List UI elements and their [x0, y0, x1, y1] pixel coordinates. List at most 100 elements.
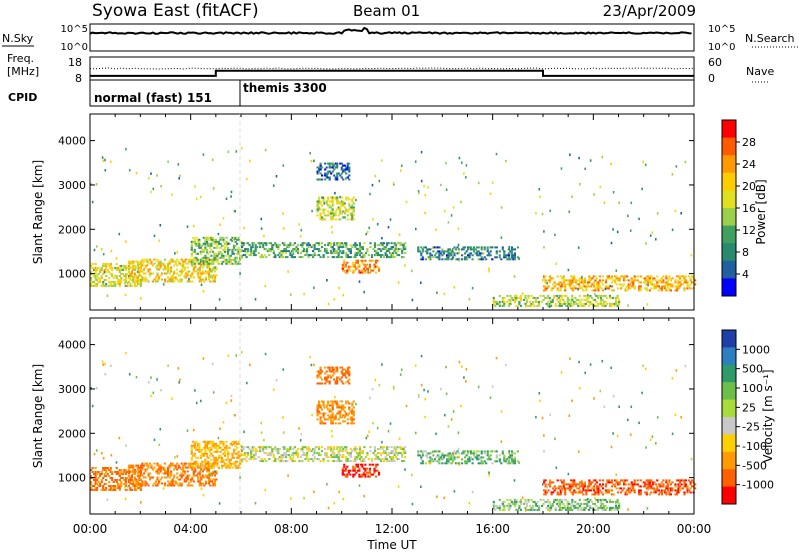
velocity-cell: [139, 485, 142, 487]
power-cell: [262, 244, 265, 247]
velocity-cell: [94, 487, 97, 489]
velocity-cell: [322, 422, 325, 425]
power-cell: [375, 254, 378, 257]
power-cell: [691, 281, 694, 284]
power-cell: [190, 262, 193, 265]
power-cell: [565, 283, 568, 286]
velocity-cell: [503, 456, 506, 459]
power-cell: [564, 289, 567, 292]
velocity-cell: [208, 450, 211, 453]
power-cell: [668, 275, 671, 278]
velocity-cell: [211, 442, 214, 445]
power-cell: [387, 256, 390, 259]
power-cell: [563, 300, 566, 303]
power-cell: [174, 262, 177, 265]
velocity-cell: [633, 489, 636, 492]
velocity-cell: [201, 448, 204, 451]
power-cell: [226, 250, 230, 253]
velocity-cell: [480, 462, 483, 465]
velocity-cell: [209, 478, 212, 481]
power-cell: [280, 252, 283, 255]
power-cell: [274, 244, 277, 247]
velocity-cell: [358, 475, 361, 478]
power-cell: [607, 285, 611, 288]
power-cell: [259, 256, 262, 259]
power-cell: [232, 252, 236, 255]
velocity-cell: [272, 456, 275, 459]
power-cell: [589, 285, 592, 288]
velocity-cell: [433, 450, 436, 453]
velocity-cell: [327, 414, 330, 417]
velocity-cell: [610, 493, 614, 496]
velocity-cell: [386, 454, 389, 457]
power-cell: [333, 212, 336, 215]
velocity-cell: [375, 454, 378, 457]
power-cell: [601, 155, 604, 159]
power-cell: [328, 164, 331, 167]
power-cell: [180, 278, 183, 281]
power-cell: [111, 281, 114, 283]
velocity-cell: [675, 369, 678, 372]
power-cell: [595, 285, 598, 288]
velocity-cell: [124, 497, 127, 501]
power-cell: [316, 166, 319, 169]
power-cell: [334, 166, 337, 169]
velocity-cell: [604, 508, 607, 511]
velocity-cell: [624, 493, 627, 496]
power-cell: [556, 287, 559, 290]
velocity-cell: [237, 456, 240, 459]
power-cell: [109, 281, 112, 283]
power-cell: [336, 162, 339, 165]
power-cell: [345, 242, 348, 245]
power-cell: [361, 261, 364, 264]
velocity-cell: [286, 460, 289, 463]
velocity-cell: [586, 502, 589, 505]
power-cell: [309, 151, 311, 155]
velocity-cell: [589, 506, 592, 509]
velocity-cell: [495, 456, 498, 459]
power-cell: [94, 267, 97, 269]
velocity-cell: [351, 408, 354, 411]
velocity-cell: [373, 467, 376, 470]
velocity-cell: [559, 489, 562, 492]
power-cell: [152, 187, 155, 191]
velocity-cell: [665, 487, 668, 490]
power-cell: [649, 234, 652, 237]
power-cell: [638, 285, 641, 288]
velocity-cell: [277, 452, 280, 455]
power-cell: [371, 259, 375, 262]
power-cell: [389, 218, 392, 221]
power-cell: [345, 166, 348, 169]
velocity-cell: [191, 484, 194, 487]
velocity-cell: [345, 381, 347, 384]
velocity-cell: [610, 506, 613, 509]
power-cell: [604, 285, 608, 288]
velocity-cell: [381, 446, 384, 449]
velocity-cell: [610, 489, 614, 492]
power-cell: [547, 294, 550, 297]
velocity-cell: [345, 458, 348, 461]
power-cell: [686, 285, 689, 288]
power-cell: [214, 254, 217, 257]
power-cell: [515, 304, 518, 307]
velocity-cell: [656, 485, 659, 488]
velocity-cell: [574, 500, 577, 503]
power-cell: [186, 270, 189, 273]
power-cell: [601, 294, 604, 297]
velocity-cell: [201, 470, 204, 473]
velocity-cell: [147, 466, 150, 469]
power-cell: [321, 174, 324, 177]
velocity-cell: [440, 387, 442, 391]
power-cell: [99, 271, 102, 273]
velocity-cell: [361, 450, 364, 453]
power-cell: [471, 254, 474, 257]
power-cell: [346, 269, 349, 272]
power-cell: [284, 250, 287, 253]
power-cell: [463, 172, 465, 175]
power-cell: [136, 260, 139, 263]
power-cell: [204, 270, 207, 273]
velocity-cell: [369, 396, 371, 400]
power-cell: [278, 244, 281, 247]
velocity-cell: [553, 489, 556, 492]
power-cell: [162, 264, 165, 267]
